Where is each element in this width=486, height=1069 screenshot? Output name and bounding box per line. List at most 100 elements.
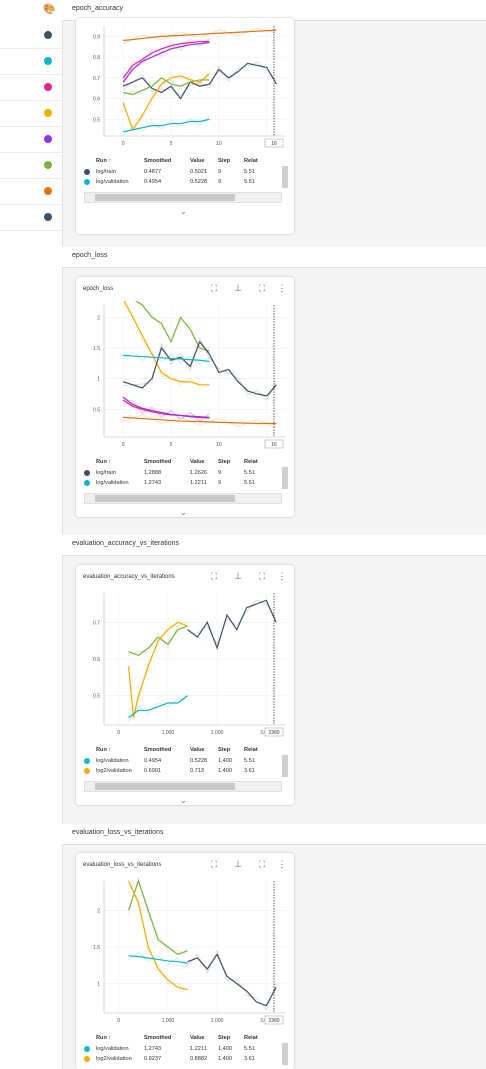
more-options-button[interactable]: ⋮ [277, 283, 287, 293]
fit-domain-button[interactable]: ⛶ [210, 571, 218, 581]
line-chart[interactable]: 0.50.60.70.80.905101516 [76, 22, 294, 152]
value-column-header[interactable]: Value [190, 158, 205, 164]
run-color-swatch[interactable] [44, 83, 52, 91]
run-color-swatch[interactable] [44, 109, 52, 117]
step-column-header[interactable]: Step [218, 158, 231, 164]
palette-icon[interactable]: 🎨 [43, 4, 56, 15]
more-options-button[interactable]: ⋮ [277, 571, 287, 581]
chart-card: 0.50.60.70.80.905101516 Run ↑ Smoothed Valu… [76, 18, 294, 234]
fullscreen-button[interactable]: ⛶ [258, 859, 266, 869]
series-line [187, 953, 277, 1007]
run-column-header[interactable]: Run ↑ [96, 1035, 112, 1041]
smoothed-value: 0.4954 [144, 179, 162, 185]
sidebar-run-row[interactable] [0, 100, 62, 127]
table-vertical-scrollbar[interactable] [282, 1043, 288, 1065]
series-line [122, 73, 210, 132]
smoothed-column-header[interactable]: Smoothed [144, 158, 172, 164]
relative-time: 3.61 [244, 1056, 255, 1062]
y-tick-label: 2 [97, 908, 100, 914]
run-color-swatch[interactable] [44, 57, 52, 65]
runs-sidebar: 🎨 [0, 0, 63, 1069]
table-horizontal-scrollbar[interactable] [84, 192, 282, 203]
table-vertical-scrollbar[interactable] [282, 755, 288, 777]
y-tick-label: 1 [97, 377, 100, 383]
pin-button[interactable]: ⊥ [234, 859, 242, 869]
table-vertical-scrollbar[interactable] [282, 166, 288, 188]
run-color-swatch[interactable] [44, 31, 52, 39]
run-color-swatch[interactable] [44, 161, 52, 169]
scrollbar-thumb[interactable] [95, 194, 235, 201]
step-value: 1,400 [218, 1056, 232, 1062]
run-color-swatch[interactable] [44, 135, 52, 143]
chevron-down-icon[interactable]: ⌄ [180, 207, 187, 216]
run-color-swatch[interactable] [44, 213, 52, 221]
relative-time: 5.51 [244, 480, 255, 486]
scrollbar-thumb[interactable] [95, 495, 235, 502]
raw-value: 0.8882 [190, 1056, 208, 1062]
sidebar-run-row[interactable] [0, 74, 62, 101]
table-horizontal-scrollbar[interactable] [84, 493, 282, 504]
more-options-button[interactable]: ⋮ [277, 859, 287, 869]
relative-column-header[interactable]: Relat [244, 158, 258, 164]
sidebar-run-row[interactable] [0, 22, 62, 49]
run-color-swatch[interactable] [44, 187, 52, 195]
section-header[interactable]: epoch_loss [62, 247, 486, 268]
table-vertical-scrollbar[interactable] [282, 467, 288, 489]
cursor-label-box [264, 439, 284, 449]
section-title: evaluation_accuracy_vs_iterations [72, 540, 180, 547]
relative-column-header[interactable]: Relat [244, 459, 258, 465]
smoothed-value: 1.2743 [144, 480, 162, 486]
pin-button[interactable]: ⊥ [234, 283, 242, 293]
run-column-header[interactable]: Run ↑ [96, 747, 112, 753]
run-color-dot [84, 768, 90, 774]
relative-time: 5.51 [244, 758, 255, 764]
step-column-header[interactable]: Step [218, 459, 231, 465]
relative-column-header[interactable]: Relat [244, 747, 258, 753]
smoothed-column-header[interactable]: Smoothed [144, 747, 172, 753]
cursor-step-label: 16 [271, 442, 277, 448]
raw-series-line [122, 61, 277, 96]
value-column-header[interactable]: Value [190, 1035, 205, 1041]
raw-value: 0.5228 [190, 179, 208, 185]
raw-value: 1.2211 [190, 1046, 207, 1052]
scrollbar-thumb[interactable] [95, 783, 235, 790]
step-column-header[interactable]: Step [218, 1035, 231, 1041]
line-chart[interactable]: 0.511.5205101516 [76, 301, 294, 453]
chevron-down-icon[interactable]: ⌄ [180, 796, 187, 805]
y-tick-label: 0.5 [93, 117, 100, 123]
run-name: log/validation [96, 1046, 129, 1052]
section-header[interactable]: evaluation_accuracy_vs_iterations [62, 535, 486, 556]
raw-series-line [128, 884, 188, 994]
sidebar-run-row[interactable] [0, 48, 62, 75]
relative-column-header[interactable]: Relat [244, 1035, 258, 1041]
value-column-header[interactable]: Value [190, 459, 205, 465]
smoothed-column-header[interactable]: Smoothed [144, 1035, 172, 1041]
step-column-header[interactable]: Step [218, 747, 231, 753]
fit-domain-button[interactable]: ⛶ [210, 283, 218, 293]
fullscreen-button[interactable]: ⛶ [258, 283, 266, 293]
pin-button[interactable]: ⊥ [234, 571, 242, 581]
raw-value: 0.5228 [190, 758, 208, 764]
table-horizontal-scrollbar[interactable] [84, 781, 282, 792]
y-tick-label: 0.9 [93, 34, 100, 40]
fullscreen-button[interactable]: ⛶ [258, 571, 266, 581]
sidebar-run-row[interactable] [0, 178, 62, 205]
fit-domain-button[interactable]: ⛶ [210, 859, 218, 869]
x-tick-label: 1,000 [162, 730, 175, 736]
run-color-dot [84, 179, 90, 185]
run-column-header[interactable]: Run ↑ [96, 459, 112, 465]
sidebar-run-row[interactable] [0, 204, 62, 231]
step-value: 9 [218, 169, 222, 175]
x-tick-label: 10 [216, 141, 222, 147]
run-column-header[interactable]: Run ↑ [96, 158, 112, 164]
sidebar-run-row[interactable] [0, 152, 62, 179]
sidebar-run-row[interactable] [0, 126, 62, 153]
value-column-header[interactable]: Value [190, 747, 205, 753]
section-header[interactable]: evaluation_loss_vs_iterations [62, 824, 486, 845]
chevron-down-icon[interactable]: ⌄ [180, 508, 187, 517]
smoothed-column-header[interactable]: Smoothed [144, 459, 172, 465]
run-name: log2/validation [96, 1056, 132, 1062]
section-title: epoch_accuracy [72, 5, 123, 12]
